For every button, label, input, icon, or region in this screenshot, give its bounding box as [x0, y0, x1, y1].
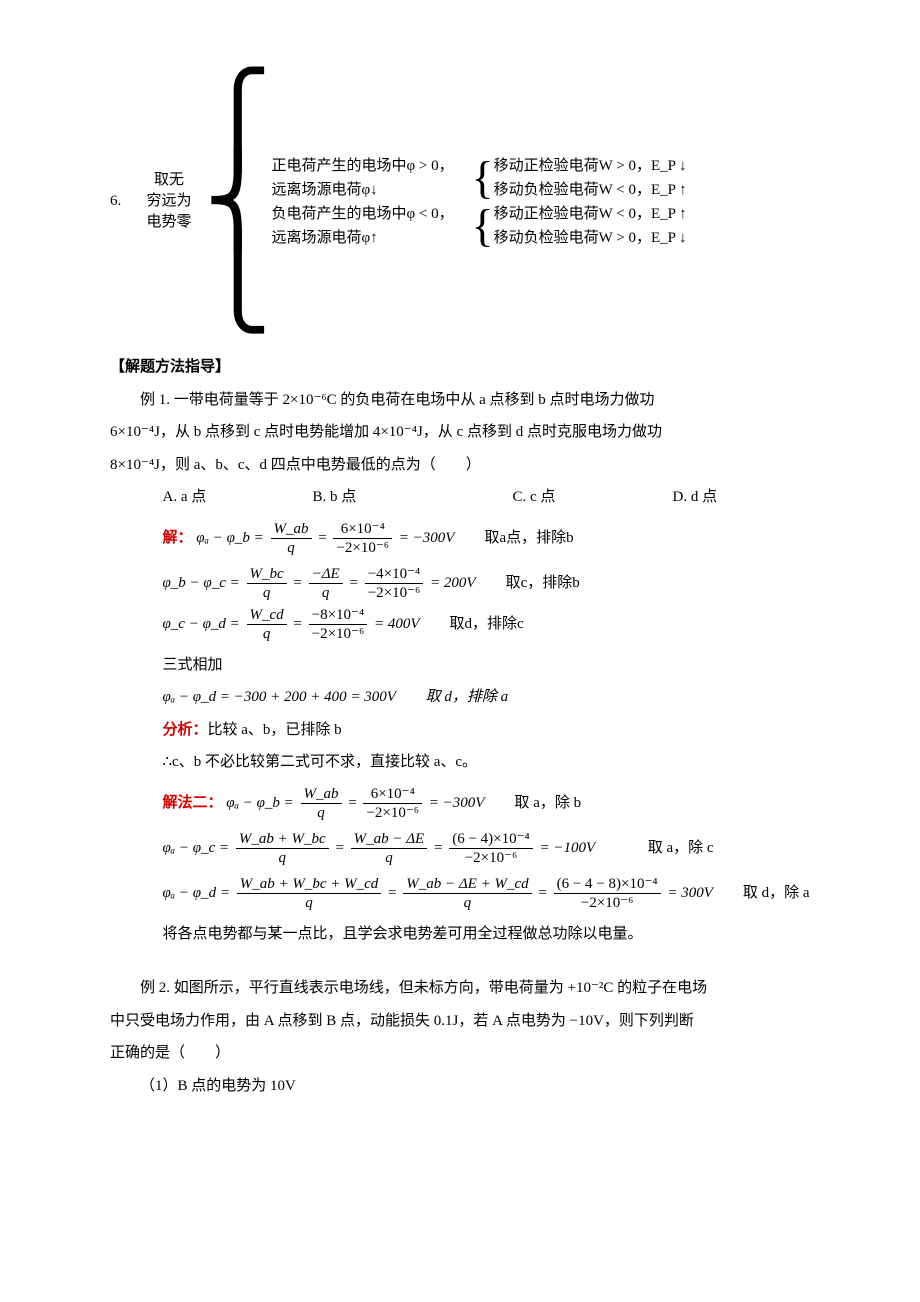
ex1-options: A. a 点 B. b 点 C. c 点 D. d 点 [110, 483, 810, 512]
ex1-eq2-note: 取c，排除b [506, 575, 580, 591]
ex1-eq1-note: 取a点，排除b [484, 530, 573, 546]
ex1-opt-c: C. c 点 [513, 483, 673, 512]
solution-label: 解： [163, 530, 193, 546]
ex1-stem-2: 6×10⁻⁴J，从 b 点移到 c 点时电势能增加 4×10⁻⁴J，从 c 点移… [110, 418, 810, 447]
m2-eq3-note: 取 d，除 a [743, 885, 810, 901]
neg-field-line: 负电荷产生的电场中φ < 0， [272, 202, 472, 226]
ex1-opt-b: B. b 点 [313, 483, 513, 512]
ex2-stem-1: 例 2. 如图所示，平行直线表示电场线，但未标方向，带电荷量为 +10⁻²C 的… [110, 974, 810, 1003]
ex2-stem-2: 中只受电场力作用，由 A 点移到 B 点，动能损失 0.1J，若 A 点电势为 … [110, 1007, 810, 1036]
ex1-conclusion: 将各点电势都与某一点比，且学会求电势差可用全过程做总功除以电量。 [110, 920, 810, 949]
item-6: 6. 取无 穷远为 电势零 ⎧⎨⎩ 正电荷产生的电场中φ > 0， 远离场源电荷… [110, 80, 810, 323]
solution2-label: 解法二： [163, 795, 223, 811]
pos-field-line: 正电荷产生的电场中φ > 0， [272, 154, 472, 178]
ex1-m2-eq1: 解法二： φₐ − φ_b = W_abq = 6×10⁻⁴−2×10⁻⁶ = … [110, 785, 810, 822]
m2-eq1-note: 取 a，除 b [514, 795, 581, 811]
ex1-stem-1: 例 1. 一带电荷量等于 2×10⁻⁶C 的负电荷在电场中从 a 点移到 b 点… [110, 386, 810, 415]
analysis-label: 分析： [163, 722, 208, 738]
ex1-analysis-2: ∴c、b 不必比较第二式可不求，直接比较 a、c。 [110, 748, 810, 777]
ex1-eq1: 解： φₐ − φ_b = W_abq = 6×10⁻⁴−2×10⁻⁶ = −3… [110, 520, 810, 557]
ex1-opt-a: A. a 点 [163, 483, 313, 512]
ex2-stem-3: 正确的是（ ） [110, 1039, 810, 1068]
ex1-eq3-note: 取d，排除c [450, 616, 524, 632]
ex1-m2-eq3: φₐ − φ_d = W_ab + W_bc + W_cdq = W_ab − … [110, 875, 810, 912]
pos-move-pos: 移动正检验电荷W > 0，E_P ↓ [494, 154, 687, 178]
neg-far-line: 远离场源电荷φ↑ [272, 226, 472, 250]
item-6-left-label: 取无 穷远为 电势零 [134, 170, 204, 233]
ex1-eq2: φ_b − φ_c = W_bcq = −ΔEq = −4×10⁻⁴−2×10⁻… [110, 565, 810, 602]
ex1-stem-3: 8×10⁻⁴J，则 a、b、c、d 四点中电势最低的点为（ ） [110, 451, 810, 480]
item-6-number: 6. [110, 187, 134, 216]
ex2-opt-1: （1）B 点的电势为 10V [110, 1072, 810, 1101]
ex1-eq3: φ_c − φ_d = W_cdq = −8×10⁻⁴−2×10⁻⁶ = 400… [110, 606, 810, 643]
ex1-opt-d: D. d 点 [673, 483, 718, 512]
outer-brace-icon: ⎧⎨⎩ [204, 80, 272, 323]
neg-move-pos: 移动正检验电荷W < 0，E_P ↑ [494, 202, 687, 226]
inner-brace-1-icon: { [472, 157, 494, 198]
pos-far-line: 远离场源电荷φ↓ [272, 178, 472, 202]
ex1-analysis-1: 分析：比较 a、b，已排除 b [110, 716, 810, 745]
ex1-m2-eq2: φₐ − φ_c = W_ab + W_bcq = W_ab − ΔEq = (… [110, 830, 810, 867]
m2-eq2-note: 取 a，除 c [648, 840, 714, 856]
pos-move-neg: 移动负检验电荷W < 0，E_P ↑ [494, 178, 687, 202]
ex1-sum2: φₐ − φ_d = −300 + 200 + 400 = 300V 取 d，排… [110, 683, 810, 712]
ex1-sum1: 三式相加 [110, 651, 810, 680]
section-title: 【解题方法指导】 [110, 353, 810, 382]
neg-move-neg: 移动负检验电荷W > 0，E_P ↓ [494, 226, 687, 250]
inner-brace-2-icon: { [472, 205, 494, 246]
